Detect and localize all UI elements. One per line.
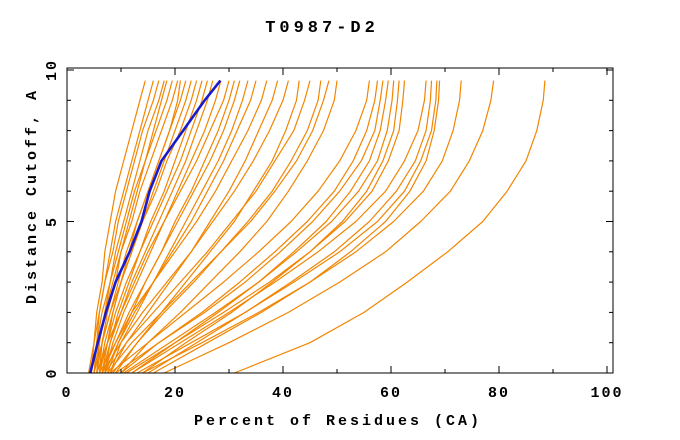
model-curve	[93, 80, 154, 374]
model-curve	[126, 80, 406, 374]
x-axis-label: Percent of Residues (CA)	[194, 413, 482, 430]
model-curve	[120, 80, 379, 374]
model-curve	[104, 80, 311, 374]
highlighted-model-curve	[88, 79, 222, 374]
y-tick-label: 0	[44, 367, 61, 378]
model-curve	[123, 80, 395, 374]
model-curve	[115, 80, 300, 374]
model-curve	[112, 80, 322, 374]
x-tick-label: 20	[164, 385, 186, 402]
model-curve	[131, 80, 427, 374]
model-curve	[101, 80, 241, 374]
model-curve	[107, 80, 330, 374]
model-curve	[98, 80, 168, 374]
model-curve	[115, 80, 384, 374]
model-curve	[90, 80, 173, 374]
model-curve	[142, 80, 462, 374]
model-curve	[88, 80, 160, 374]
y-axis-label: Distance Cutoff, A	[24, 88, 41, 304]
model-curve	[153, 80, 441, 374]
model-curve	[147, 80, 433, 374]
x-tick-label: 40	[272, 385, 294, 402]
model-curve	[109, 80, 249, 374]
x-tick-label: 80	[488, 385, 510, 402]
model-curve	[98, 80, 268, 374]
model-curve	[101, 80, 289, 374]
model-curve	[142, 80, 400, 374]
model-curve	[163, 80, 495, 374]
model-curve	[104, 80, 257, 374]
model-curve	[109, 80, 370, 374]
plot-area: 0 20 40 60 80 100 0 5 10	[44, 59, 623, 402]
chart-title: T0987-D2	[265, 19, 379, 38]
x-tick-label: 60	[380, 385, 402, 402]
model-curve	[136, 80, 438, 374]
model-curve	[120, 80, 338, 374]
x-tick-label: 0	[61, 385, 72, 402]
y-tick-label: 5	[44, 216, 61, 227]
model-curve	[106, 80, 235, 374]
model-curve	[90, 80, 146, 374]
model-curve	[109, 80, 279, 374]
plot-border	[66, 67, 614, 374]
model-curve	[98, 80, 208, 374]
model-curve	[101, 80, 214, 374]
model-curve	[131, 80, 389, 374]
model-curve	[234, 80, 546, 374]
x-tick-label: 100	[590, 385, 623, 402]
y-tick-label: 10	[44, 59, 61, 81]
model-curve	[96, 80, 230, 374]
